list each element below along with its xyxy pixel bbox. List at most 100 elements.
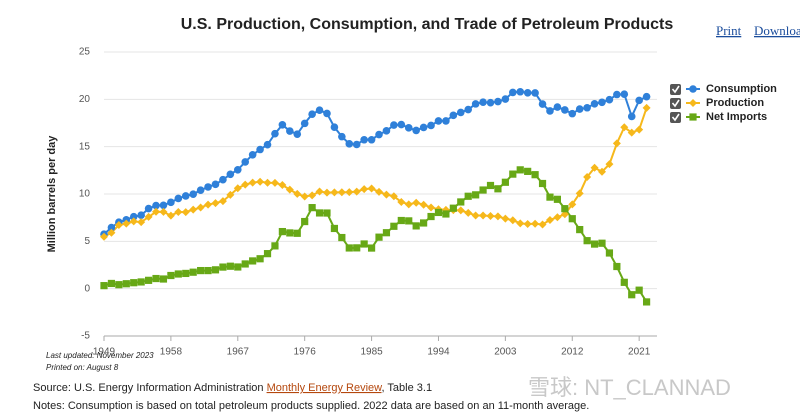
data-point [464,192,472,200]
data-point [293,189,302,198]
data-point [598,239,606,247]
data-point [315,106,324,115]
y-tick-label: 20 [79,94,91,105]
data-point [605,95,614,104]
data-point [337,188,346,197]
data-point [442,117,450,125]
data-point [278,120,287,129]
legend-item[interactable]: Consumption [670,83,777,95]
data-point [174,194,183,203]
data-point [620,123,629,132]
data-point [278,181,287,190]
data-point [367,135,376,144]
data-point [561,106,569,114]
download-link[interactable]: Downloa [754,23,800,38]
data-point [137,278,145,286]
data-point [330,188,339,197]
data-point [219,175,227,184]
data-point [241,180,250,189]
data-point [553,103,562,111]
data-point [181,192,190,200]
data-point [211,180,220,189]
data-point [233,165,242,174]
legend-label: Net Imports [706,111,767,123]
data-point [129,217,138,226]
legend-checkbox[interactable] [670,84,681,95]
data-point [456,108,465,117]
legend-item[interactable]: Production [670,97,764,109]
legend-checkbox[interactable] [670,112,681,123]
data-point [434,208,443,217]
data-point [219,263,227,271]
data-point [457,198,465,206]
data-point [531,89,539,97]
data-point [464,208,473,217]
data-point [256,177,265,186]
data-point [612,139,621,148]
data-point [360,185,369,194]
data-point [352,187,361,196]
legend-checkbox[interactable] [670,98,681,109]
data-point [590,163,599,172]
data-point [241,158,250,166]
data-point [375,187,384,196]
data-point [627,112,636,121]
data-point [472,191,480,199]
data-point [353,244,361,252]
data-point [449,111,458,120]
data-point [159,201,168,210]
data-point [249,257,257,265]
data-point [152,274,160,283]
data-point [486,212,495,221]
data-point [397,216,405,225]
data-point [330,224,339,233]
data-point [427,212,435,221]
data-point [367,184,376,193]
data-point [301,217,309,226]
data-point [234,263,242,271]
data-point [493,212,502,221]
legend-marker [689,85,697,93]
data-point [605,160,614,169]
data-point [501,178,509,186]
data-point [226,190,235,199]
data-point [174,270,182,278]
data-point [382,229,391,237]
data-point [464,105,473,114]
data-point [627,128,636,137]
print-link[interactable]: Print [716,23,742,38]
data-point [598,98,606,107]
data-point [226,262,234,270]
data-point [181,208,190,217]
source-link[interactable]: Monthly Energy Review [267,382,383,394]
data-point [315,209,324,217]
x-tick-label: 1949 [93,347,116,358]
data-point [427,203,436,212]
legend-item[interactable]: Net Imports [670,111,767,123]
data-point [390,222,398,230]
data-point [389,192,398,201]
legend-label: Production [706,97,764,109]
data-point [456,206,465,215]
data-point [286,127,294,135]
data-point [553,213,562,222]
data-point [196,203,205,212]
data-point [167,198,175,207]
y-tick-label: 25 [79,47,91,58]
data-point [278,227,286,236]
data-point [345,140,354,148]
data-point [308,110,316,118]
data-point [575,105,584,113]
data-point [144,212,153,221]
data-point [479,186,487,194]
data-point [360,135,368,144]
data-point [613,262,621,271]
data-point [576,225,584,234]
data-point [107,223,116,232]
data-point [263,140,272,149]
last-updated: Last updated: November 2023 [46,351,154,360]
data-point [635,96,643,105]
data-point [300,192,309,201]
data-point [516,219,525,228]
